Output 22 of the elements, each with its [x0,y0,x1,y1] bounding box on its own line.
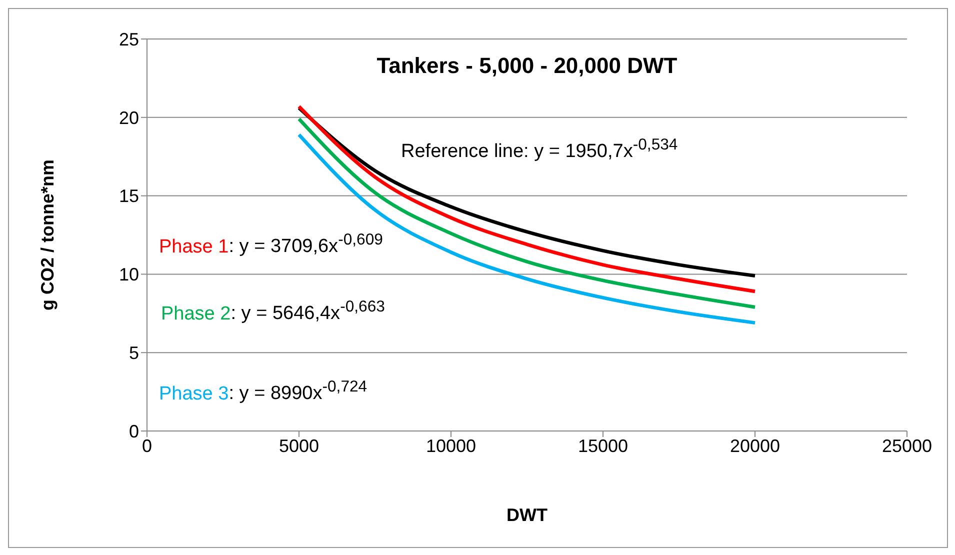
annotation: : y = 5646,4x$^{-0,663}$ [230,299,385,324]
annotation: : y = 3709,6x$^{-0,609}$ [228,232,383,258]
text: Phase 2 [161,303,231,324]
annotation: : y = 8990x$^{-0,724}$ [228,379,368,404]
y-tick-label: 10 [118,264,139,285]
text: Phase 3 [159,383,229,404]
y-axis-title: g CO2 / tonne*nm [37,159,58,311]
y-tick-label: 5 [128,342,139,363]
y-tick-label: 25 [118,29,139,50]
text: Tankers - 5,000 - 20,000 DWT [376,53,678,79]
x-tick-label: 20000 [730,436,780,456]
y-tick-label: 20 [118,108,139,128]
x-tick-label: 25000 [882,436,932,456]
x-tick-label: 15000 [578,436,628,456]
y-tick-label: 0 [128,421,139,442]
text: Phase 1 [159,236,229,258]
annotation: Reference line: y = 1950,7x$^{-0,534}$ [401,137,678,162]
x-tick-label: 0 [142,436,152,456]
x-tick-label: 5000 [278,436,320,456]
x-tick-label: 10000 [426,436,476,456]
y-tick-label: 15 [118,186,139,206]
x-axis-title: DWT [506,505,548,525]
